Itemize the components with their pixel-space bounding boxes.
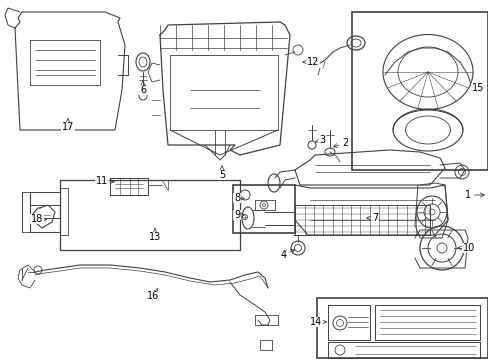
Text: 15: 15: [471, 83, 484, 93]
Text: 7: 7: [366, 213, 377, 223]
Text: 13: 13: [148, 229, 161, 242]
Text: 10: 10: [457, 243, 474, 253]
Bar: [232, 185, 294, 233]
Text: 6: 6: [140, 81, 146, 95]
Text: 12: 12: [302, 57, 319, 67]
Text: 1: 1: [464, 190, 483, 200]
Text: 3: 3: [315, 135, 325, 145]
Text: 16: 16: [146, 288, 159, 301]
Bar: [316, 298, 487, 358]
Text: 8: 8: [233, 193, 244, 203]
Text: 17: 17: [61, 118, 74, 132]
Text: 4: 4: [281, 249, 294, 260]
Text: 5: 5: [219, 166, 224, 180]
Text: 14: 14: [309, 317, 325, 327]
Text: 2: 2: [333, 138, 347, 148]
Text: 18: 18: [31, 214, 46, 224]
Bar: [351, 12, 487, 170]
Text: 11: 11: [96, 176, 114, 186]
Text: 9: 9: [233, 210, 244, 220]
